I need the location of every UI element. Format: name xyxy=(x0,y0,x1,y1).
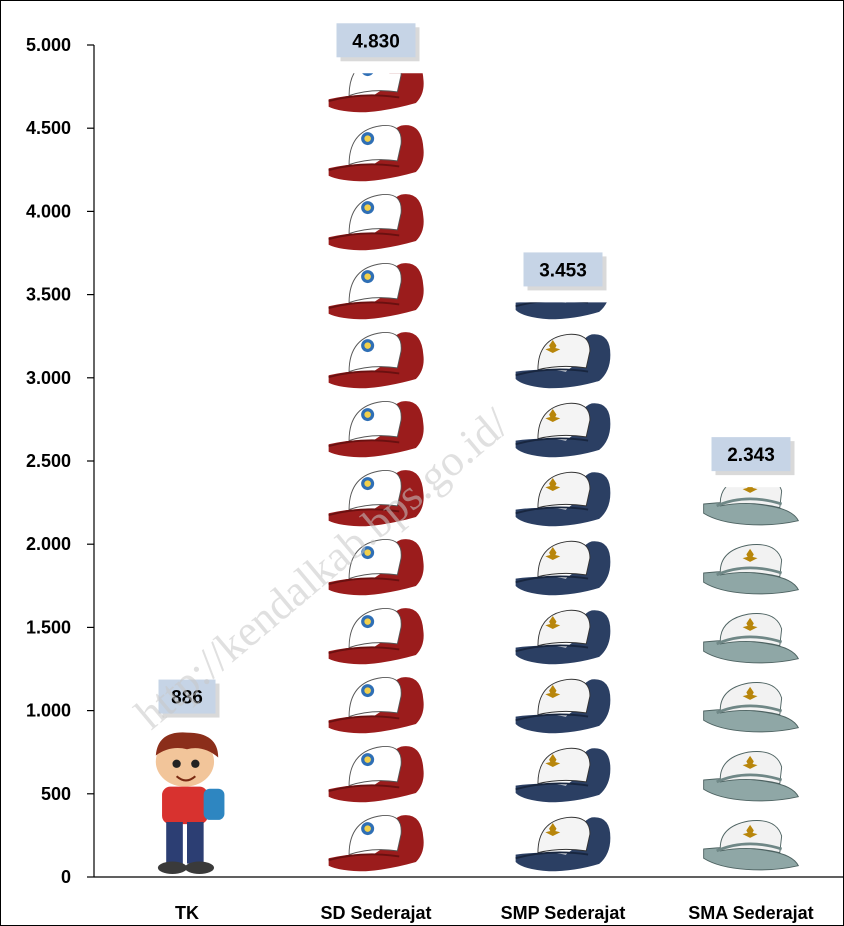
x-category-label: SMA Sederajat xyxy=(688,903,813,923)
value-labels: 886 4.830 3.453 2.343 xyxy=(158,23,795,718)
red-cap-icon xyxy=(327,607,425,666)
grey-cap-icon xyxy=(702,612,800,665)
navy-cap-icon xyxy=(514,402,612,459)
bar-smp-sederajat xyxy=(514,302,612,873)
bar-sma-sederajat xyxy=(702,487,800,872)
y-tick-label: 4.000 xyxy=(26,201,71,221)
navy-cap-icon xyxy=(514,471,612,528)
red-cap-icon xyxy=(327,331,425,390)
value-label: 2.343 xyxy=(727,445,775,466)
watermark: http://kendalkab.bps.go.id/ xyxy=(126,398,519,738)
red-cap-icon xyxy=(327,814,425,873)
grey-cap-icon xyxy=(702,681,800,734)
student-child-icon xyxy=(154,731,226,876)
red-cap-icon xyxy=(327,262,425,321)
red-cap-icon xyxy=(327,73,425,114)
navy-cap-icon xyxy=(514,609,612,666)
value-label-box xyxy=(711,437,791,472)
navy-cap-icon xyxy=(514,678,612,735)
x-category-label: SMP Sederajat xyxy=(501,903,626,923)
grey-cap-icon xyxy=(702,819,800,872)
y-tick-label: 2.500 xyxy=(26,451,71,471)
red-cap-icon xyxy=(327,124,425,183)
y-tick-label: 1.500 xyxy=(26,617,71,637)
navy-cap-icon xyxy=(514,747,612,804)
red-cap-icon xyxy=(327,745,425,804)
navy-cap-icon xyxy=(514,816,612,873)
value-label-box xyxy=(336,23,416,58)
x-category-label: TK xyxy=(175,903,199,923)
y-tick-label: 500 xyxy=(41,784,71,804)
bar-tk xyxy=(154,731,226,876)
value-label: 4.830 xyxy=(352,31,400,52)
y-tick-label: 3.000 xyxy=(26,368,71,388)
grey-cap-icon xyxy=(702,750,800,803)
red-cap-icon xyxy=(327,193,425,252)
y-tick-label: 2.000 xyxy=(26,534,71,554)
y-tick-label: 0 xyxy=(61,867,71,887)
red-cap-icon xyxy=(327,676,425,735)
value-label: 3.453 xyxy=(539,260,587,281)
x-category-label: SD Sederajat xyxy=(320,903,431,923)
grey-cap-icon xyxy=(702,487,800,527)
y-tick-label: 5.000 xyxy=(26,35,71,55)
grey-cap-icon xyxy=(702,543,800,596)
red-cap-icon xyxy=(327,400,425,459)
navy-cap-icon xyxy=(514,540,612,597)
navy-cap-icon xyxy=(514,333,612,390)
category-labels: TK SD Sederajat SMP Sederajat SMA Sederajat xyxy=(175,903,814,923)
y-tick-label: 4.500 xyxy=(26,118,71,138)
value-label: 886 xyxy=(171,688,203,709)
value-label-box xyxy=(523,252,603,287)
y-ticks: 0 500 1.000 1.500 2.000 2.500 3.000 3.500 4.000 4… xyxy=(26,35,94,887)
value-label-box xyxy=(158,679,216,714)
y-tick-label: 1.000 xyxy=(26,701,71,721)
y-tick-label: 3.500 xyxy=(26,285,71,305)
